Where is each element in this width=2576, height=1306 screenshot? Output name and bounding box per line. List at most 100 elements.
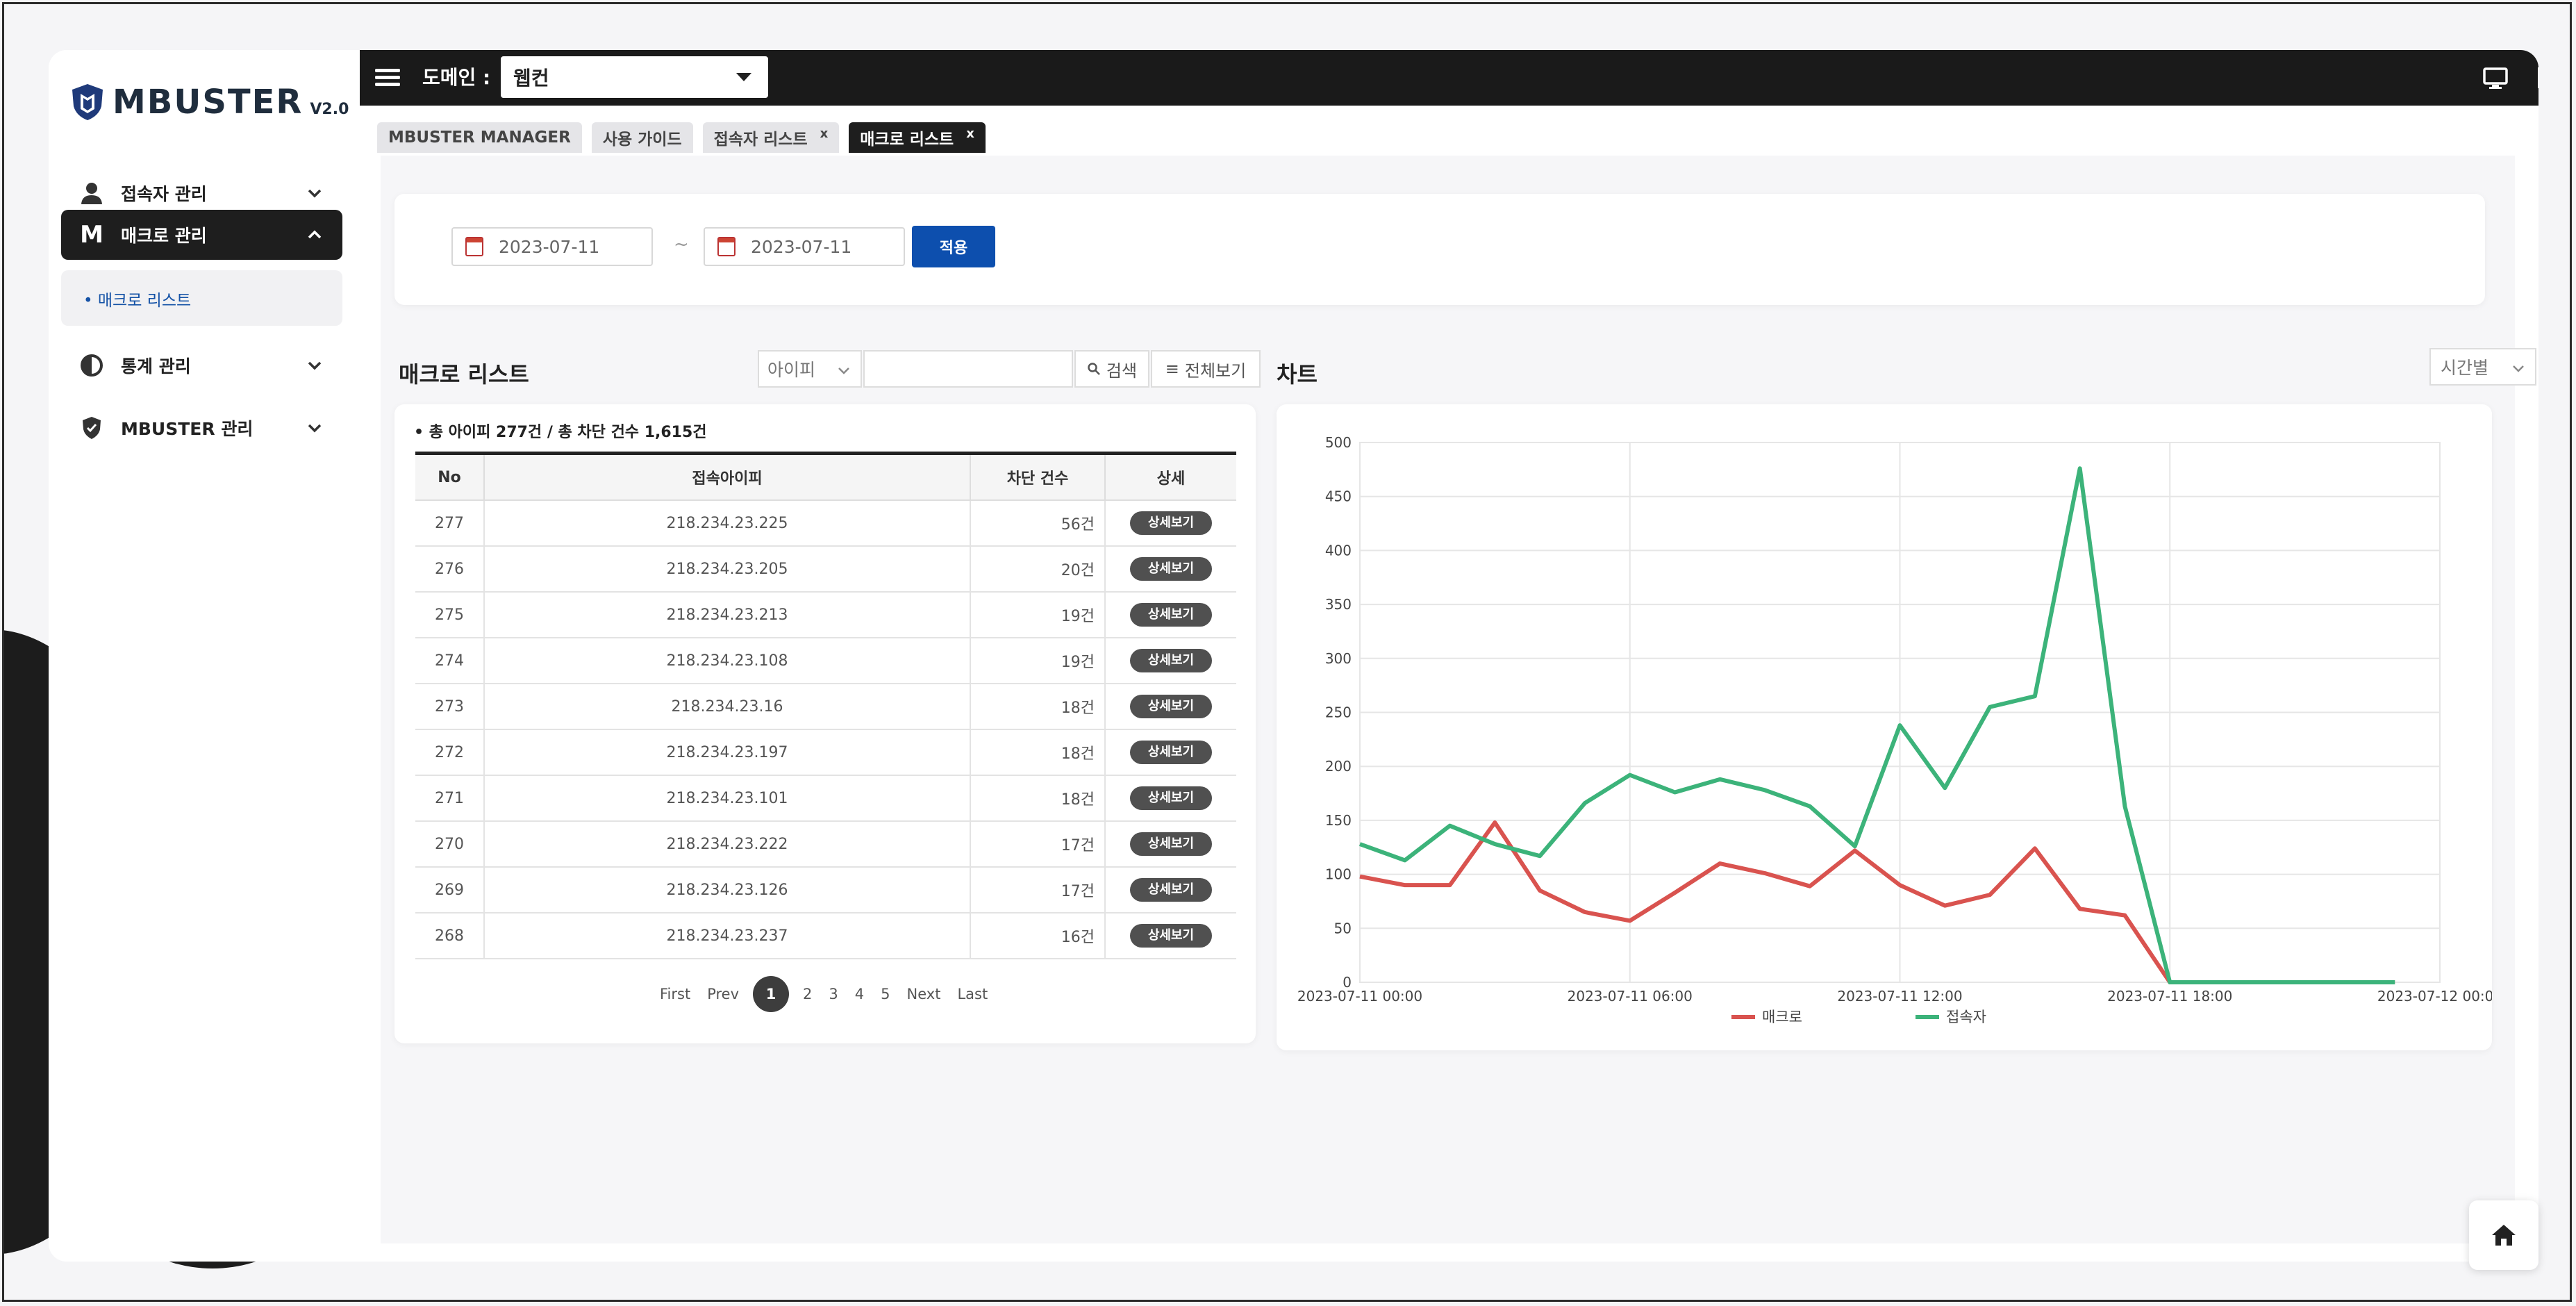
table-row[interactable]: 273 218.234.23.16 18건 상세보기 [415, 684, 1236, 730]
sidebar-item-macro-management[interactable]: M 매크로 관리 [61, 210, 342, 260]
view-all-button[interactable]: ≡ 전체보기 [1151, 350, 1261, 388]
domain-select[interactable]: 웹컨 [501, 56, 768, 98]
search-type-value: 아이피 [767, 360, 816, 380]
hamburger-menu-icon[interactable] [375, 65, 400, 90]
caret-down-icon [736, 73, 751, 81]
date-filter-card: 2023-07-11 ~ 2023-07-11 적용 [394, 194, 2485, 305]
pagination-prev[interactable]: Prev [707, 986, 740, 1002]
table-row[interactable]: 277 218.234.23.225 56건 상세보기 [415, 500, 1236, 547]
detail-button[interactable]: 상세보기 [1130, 557, 1212, 581]
row-detail-cell: 상세보기 [1104, 913, 1236, 959]
tab-label: 접속자 리스트 [713, 131, 808, 149]
sidebar-item-stats-management[interactable]: 통계 관리 [61, 340, 342, 390]
shield-logo-icon [72, 84, 103, 120]
chevron-down-icon [301, 185, 329, 202]
pagination-page[interactable]: 2 [803, 986, 813, 1002]
x-tick-label: 2023-07-11 06:00 [1568, 988, 1693, 1005]
row-ip: 218.234.23.225 [483, 500, 970, 547]
apply-button[interactable]: 적용 [912, 226, 995, 267]
close-icon[interactable]: x [966, 126, 974, 141]
row-no: 273 [415, 684, 484, 730]
detail-button[interactable]: 상세보기 [1130, 695, 1212, 718]
table-row[interactable]: 272 218.234.23.197 18건 상세보기 [415, 729, 1236, 776]
pagination-last[interactable]: Last [957, 986, 988, 1002]
start-date-input[interactable]: 2023-07-11 [451, 227, 653, 266]
tab-user-guide[interactable]: 사용 가이드 [591, 122, 693, 153]
pagination-current-page[interactable]: 1 [753, 976, 790, 1012]
legend-label: 매크로 [1762, 1009, 1802, 1025]
column-header: 상세 [1104, 453, 1236, 501]
y-tick-label: 300 [1325, 650, 1352, 667]
top-bar: 도메인 : 웹컨 [360, 50, 2538, 106]
tab-visitor-list[interactable]: 접속자 리스트 x [702, 122, 840, 153]
detail-button[interactable]: 상세보기 [1130, 511, 1212, 535]
y-tick-label: 400 [1325, 542, 1352, 559]
domain-label: 도메인 : [422, 66, 491, 89]
table-row[interactable]: 274 218.234.23.108 19건 상세보기 [415, 638, 1236, 684]
sidebar-item-visitor-management[interactable]: 접속자 관리 [61, 168, 342, 218]
column-header: No [415, 453, 484, 501]
table-row[interactable]: 271 218.234.23.101 18건 상세보기 [415, 775, 1236, 822]
table-row[interactable]: 269 218.234.23.126 17건 상세보기 [415, 867, 1236, 914]
submenu-item-macro-list[interactable]: • 매크로 리스트 [83, 292, 192, 310]
detail-button[interactable]: 상세보기 [1130, 786, 1212, 810]
row-ip: 218.234.23.108 [483, 638, 970, 684]
pagination-page[interactable]: 5 [881, 986, 890, 1002]
view-all-label: 전체보기 [1184, 361, 1247, 381]
logout-icon[interactable] [2534, 64, 2538, 92]
row-no: 275 [415, 592, 484, 638]
home-button[interactable] [2469, 1200, 2538, 1270]
series-line [1359, 820, 2395, 984]
detail-button[interactable]: 상세보기 [1130, 649, 1212, 672]
brand-logo[interactable]: MBUSTER V2.0 [69, 78, 349, 126]
table-row[interactable]: 270 218.234.23.222 17건 상세보기 [415, 821, 1236, 868]
table-row[interactable]: 268 218.234.23.237 16건 상세보기 [415, 913, 1236, 959]
pagination-page[interactable]: 3 [829, 986, 838, 1002]
monitor-icon[interactable] [2482, 64, 2509, 92]
tab-macro-list[interactable]: 매크로 리스트 x [849, 122, 986, 153]
chart-interval-select[interactable]: 시간별 [2429, 348, 2536, 386]
chart-card: 0 50 100 150 200 250 300 350 400 450 500 2023-07-11… [1277, 404, 2502, 1050]
row-no: 276 [415, 546, 484, 593]
x-tick-label: 2023-07-11 18:00 [2107, 988, 2232, 1005]
row-count: 20건 [970, 546, 1105, 593]
row-ip: 218.234.23.101 [483, 775, 970, 822]
tab-mbuster-manager[interactable]: MBUSTER MANAGER [377, 122, 582, 153]
row-detail-cell: 상세보기 [1104, 592, 1236, 638]
x-tick-label: 2023-07-12 00:00 [2377, 988, 2492, 1005]
row-detail-cell: 상세보기 [1104, 638, 1236, 684]
close-icon[interactable]: x [820, 126, 829, 141]
home-icon [2492, 1225, 2516, 1246]
user-icon [78, 179, 106, 207]
pagination: First Prev 1 2 3 4 5 Next Last [651, 976, 996, 1012]
row-no: 270 [415, 821, 484, 868]
end-date-input[interactable]: 2023-07-11 [704, 227, 905, 266]
row-count: 17건 [970, 867, 1105, 914]
detail-button[interactable]: 상세보기 [1130, 741, 1212, 764]
list-summary: • 총 아이피 277건 / 총 차단 건수 1,615건 [414, 424, 707, 441]
chart-interval-value: 시간별 [2441, 358, 2489, 378]
detail-button[interactable]: 상세보기 [1130, 603, 1212, 627]
macro-list-title: 매크로 리스트 [399, 361, 529, 388]
sidebar-item-mbuster-management[interactable]: MBUSTER 관리 [61, 403, 342, 453]
search-type-select[interactable]: 아이피 [758, 350, 862, 388]
pagination-page[interactable]: 4 [854, 986, 865, 1002]
legend-label: 접속자 [1946, 1009, 1986, 1025]
search-button[interactable]: 검색 [1074, 350, 1149, 388]
row-ip: 218.234.23.126 [483, 867, 970, 914]
row-count: 19건 [970, 592, 1105, 638]
detail-button[interactable]: 상세보기 [1130, 924, 1212, 948]
detail-button[interactable]: 상세보기 [1130, 878, 1212, 902]
row-ip: 218.234.23.237 [483, 913, 970, 959]
row-no: 272 [415, 729, 484, 776]
chevron-down-icon [301, 357, 329, 374]
tab-label: MBUSTER MANAGER [388, 129, 571, 147]
pagination-next[interactable]: Next [906, 986, 941, 1002]
pagination-first[interactable]: First [660, 986, 691, 1002]
table-row[interactable]: 275 218.234.23.213 19건 상세보기 [415, 592, 1236, 638]
table-row[interactable]: 276 218.234.23.205 20건 상세보기 [415, 546, 1236, 593]
start-date-value: 2023-07-11 [499, 236, 600, 257]
detail-button[interactable]: 상세보기 [1130, 832, 1212, 856]
search-input[interactable] [863, 350, 1073, 388]
row-ip: 218.234.23.197 [483, 729, 970, 776]
